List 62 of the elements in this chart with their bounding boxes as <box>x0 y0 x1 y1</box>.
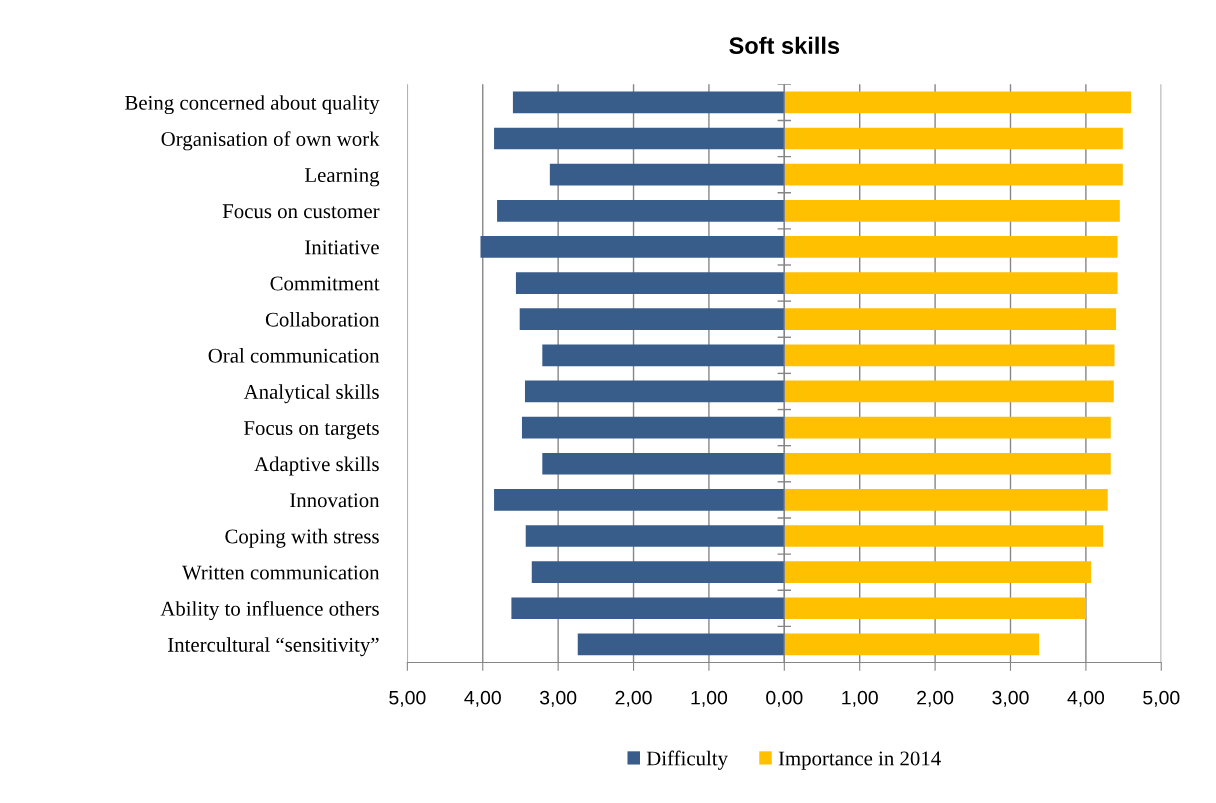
x-tick-label: 5,00 <box>1143 690 1180 707</box>
bar <box>784 344 1115 367</box>
bar <box>512 91 785 114</box>
bar <box>784 380 1114 403</box>
bar <box>784 452 1111 475</box>
y-tick-label: Oral communication <box>208 348 380 363</box>
x-tick-label: 0,00 <box>766 690 803 707</box>
y-tick-label: Written communication <box>182 565 380 580</box>
bar <box>511 597 785 620</box>
bar <box>515 272 785 294</box>
bar <box>784 91 1132 114</box>
y-tick-label: Initiative <box>305 240 379 255</box>
bar <box>525 525 785 547</box>
y-tick-label: Commitment <box>270 276 380 291</box>
y-tick-label: Analytical skills <box>243 384 379 404</box>
bar <box>494 127 785 150</box>
chart-title: Soft skills <box>729 36 840 54</box>
y-tick-label: Intercultural “sensitivity” <box>168 637 379 657</box>
x-tick-label: 4,00 <box>1067 690 1105 707</box>
bar <box>784 308 1117 331</box>
bar <box>784 561 1092 583</box>
bar <box>494 489 785 511</box>
bar <box>531 561 785 583</box>
bar <box>784 199 1120 222</box>
y-tick-label: Focus on customer <box>222 204 380 219</box>
legend-label: Importance in 2014 <box>778 751 941 770</box>
bar <box>521 416 785 439</box>
bar <box>784 489 1108 511</box>
bar <box>784 236 1118 258</box>
x-tick-label: 4,00 <box>464 690 501 707</box>
bar <box>480 236 785 258</box>
y-tick-label: Focus on targets <box>243 421 379 440</box>
x-tick-label: 1,00 <box>691 690 728 707</box>
x-tick-label: 3,00 <box>539 690 577 707</box>
bar <box>524 380 785 403</box>
x-tick-label: 3,00 <box>992 690 1029 707</box>
x-tick-label: 1,00 <box>842 690 878 707</box>
y-tick-label: Being concerned about quality <box>125 95 380 115</box>
bar <box>784 272 1118 294</box>
bar <box>784 416 1111 439</box>
y-tick-label: Ability to influence others <box>160 600 379 621</box>
bar <box>519 308 785 331</box>
bar <box>784 127 1123 150</box>
y-tick-label: Organisation of own work <box>161 131 380 151</box>
y-tick-label: Learning <box>304 168 380 187</box>
bar <box>784 597 1086 620</box>
legend-label: Difficulty <box>646 750 728 770</box>
y-tick-label: Coping with stress <box>225 528 379 548</box>
bar <box>497 199 785 222</box>
x-tick-label: 2,00 <box>615 690 652 707</box>
y-tick-label: Innovation <box>290 493 380 508</box>
bar <box>542 452 785 475</box>
bar <box>784 633 1040 656</box>
bar <box>784 163 1123 186</box>
bar <box>542 344 785 367</box>
bar <box>784 525 1104 547</box>
bar <box>549 163 785 186</box>
y-tick-label: Adaptive skills <box>254 456 379 476</box>
bar <box>577 633 785 656</box>
x-tick-label: 5,00 <box>389 690 426 707</box>
x-tick-label: 2,00 <box>917 690 954 707</box>
y-tick-label: Collaboration <box>265 311 380 327</box>
